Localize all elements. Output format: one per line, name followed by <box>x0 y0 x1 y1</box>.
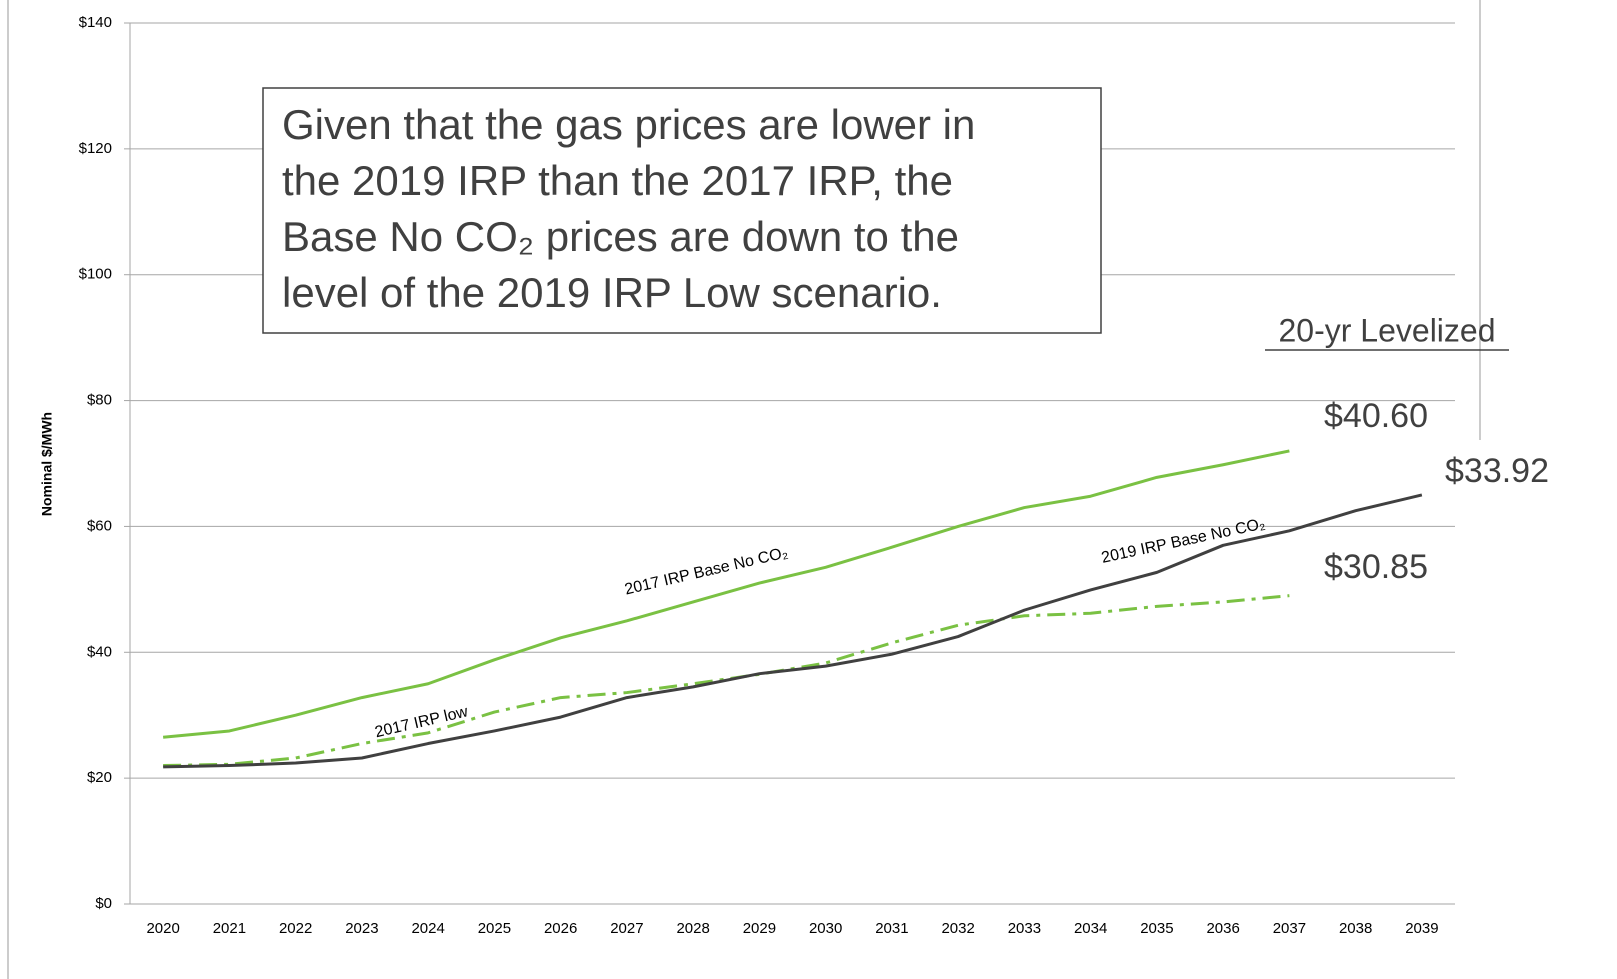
x-tick-label: 2038 <box>1339 920 1372 937</box>
series-line <box>163 493 1423 769</box>
series-line <box>163 594 1290 768</box>
x-tick-label: 2035 <box>1140 920 1173 937</box>
x-tick-label: 2029 <box>743 920 776 937</box>
annotation-line: level of the 2019 IRP Low scenario. <box>282 269 942 316</box>
annotation-line: Base No CO₂ prices are down to the <box>282 213 959 260</box>
levelized-title: 20-yr Levelized <box>1279 312 1496 348</box>
annotation-box <box>262 87 1102 334</box>
y-tick-label: $60 <box>87 517 112 534</box>
y-axis-label: Nominal $/MWh <box>39 412 55 516</box>
x-tick-label: 2033 <box>1008 920 1041 937</box>
series-line <box>162 449 1290 739</box>
series-label: 2017 IRP low <box>373 703 470 741</box>
y-tick-label: $140 <box>79 14 112 31</box>
x-tick-label: 2034 <box>1074 920 1107 937</box>
x-tick-label: 2023 <box>345 920 378 937</box>
levelized-value: $33.92 <box>1445 452 1549 490</box>
x-tick-label: 2020 <box>146 920 179 937</box>
x-tick-label: 2024 <box>411 920 444 937</box>
x-tick-label: 2028 <box>676 920 709 937</box>
y-tick-label: $80 <box>87 392 112 409</box>
x-tick-label: 2036 <box>1206 920 1239 937</box>
annotation-line: the 2019 IRP than the 2017 IRP, the <box>282 157 953 204</box>
levelized-value: $30.85 <box>1324 548 1428 586</box>
series-label: 2017 IRP Base No CO₂ <box>623 544 789 598</box>
y-tick-label: $100 <box>79 266 112 283</box>
y-tick-label: $0 <box>95 895 112 912</box>
y-tick-label: $40 <box>87 643 112 660</box>
x-tick-label: 2021 <box>213 920 246 937</box>
x-tick-label: 2026 <box>544 920 577 937</box>
x-tick-label: 2037 <box>1273 920 1306 937</box>
x-tick-label: 2025 <box>478 920 511 937</box>
x-tick-label: 2031 <box>875 920 908 937</box>
x-tick-label: 2022 <box>279 920 312 937</box>
y-tick-label: $20 <box>87 769 112 786</box>
levelized-value: $40.60 <box>1324 397 1428 435</box>
x-tick-label: 2027 <box>610 920 643 937</box>
annotation-line: Given that the gas prices are lower in <box>282 101 975 148</box>
x-tick-label: 2039 <box>1405 920 1438 937</box>
x-tick-label: 2032 <box>941 920 974 937</box>
x-tick-label: 2030 <box>809 920 842 937</box>
y-tick-label: $120 <box>79 140 112 157</box>
